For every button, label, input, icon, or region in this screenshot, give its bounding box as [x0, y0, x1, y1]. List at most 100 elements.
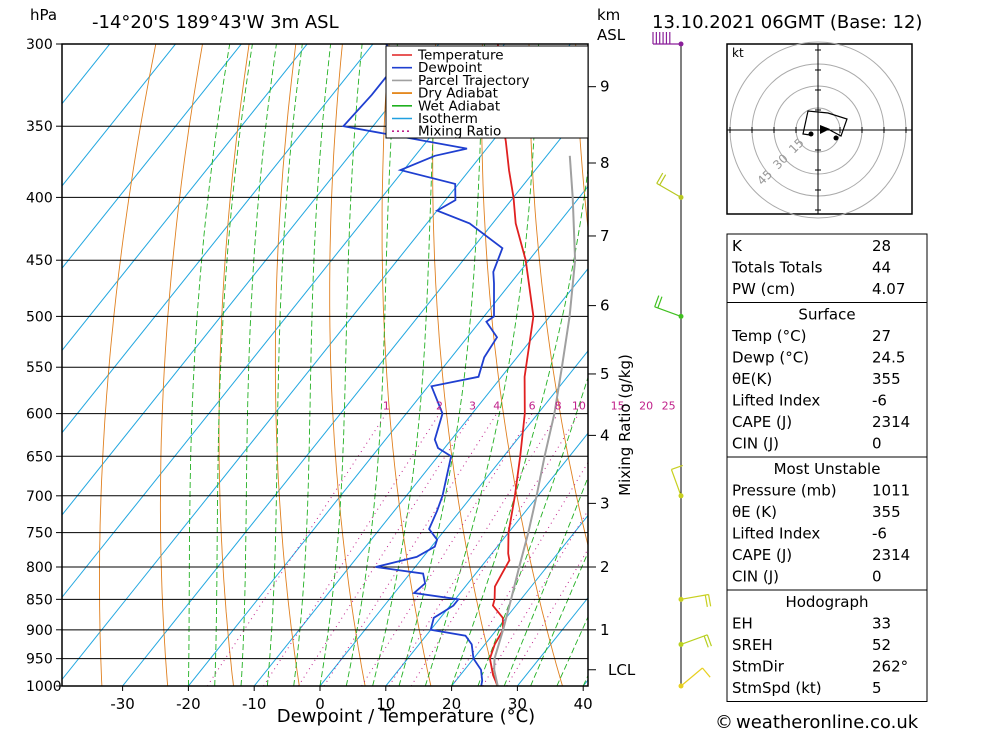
height-axis: 9 8 7 6 5 4 3 2 1 LCL	[588, 78, 636, 679]
table-row-value: 27	[872, 327, 891, 345]
wet-adiabat-line	[530, 551, 588, 686]
isotherm-line	[62, 44, 374, 434]
y-tick-label: 900	[26, 623, 53, 639]
wind-barb	[678, 593, 712, 607]
y-tick-label: 800	[26, 560, 53, 576]
table-row-value: -6	[872, 525, 887, 543]
table-row-value: 33	[872, 615, 891, 633]
wet-adiabat-line	[187, 44, 231, 686]
y-tick-label: 700	[26, 489, 53, 505]
site-credit: weatheronline.co.uk	[736, 712, 919, 733]
wet-adiabat-line	[372, 44, 439, 686]
legend-label: Dewpoint	[418, 60, 482, 76]
table-row-value: 24.5	[872, 349, 905, 367]
y-tick-label: 850	[26, 592, 53, 608]
dry-adiabat-line	[99, 44, 157, 686]
km-label: km	[597, 6, 620, 24]
legend-box	[385, 45, 589, 139]
mixing-ratio-label: 2	[436, 400, 443, 413]
x-tick-label: 20	[442, 695, 461, 713]
y-tick-label: 1000	[26, 679, 62, 695]
dry-adiabat-line	[218, 44, 250, 686]
isotherm-line	[0, 7, 8, 712]
table-row-value: 2314	[872, 413, 910, 431]
hpa-label: hPa	[30, 6, 57, 24]
mixing-ratio-line	[388, 413, 559, 686]
table-row-value: 28	[872, 237, 891, 255]
hodograph-unit-label: kt	[732, 46, 744, 60]
table-row-value: -6	[872, 392, 887, 410]
sounding-profiles	[341, 44, 577, 686]
table-row-label: Lifted Index	[732, 525, 820, 543]
wind-barb-dot	[678, 313, 684, 319]
dry-adiabat-line	[575, 44, 588, 232]
mixing-ratio-line	[263, 413, 440, 686]
legend-label: Dry Adiabat	[418, 86, 498, 102]
y-tick-label: 500	[26, 309, 53, 325]
dry-adiabat-line	[274, 44, 300, 686]
wind-barb	[652, 32, 684, 47]
km-tick-label: 9	[600, 78, 610, 96]
wet-adiabat-line	[424, 44, 540, 686]
table-row-label: Pressure (mb)	[732, 482, 837, 500]
y-tick-label: 550	[26, 360, 53, 376]
legend-label: Temperature	[417, 48, 504, 64]
legend-label: Mixing Ratio	[418, 124, 501, 140]
hodograph-marker	[833, 135, 839, 141]
km-tick-label: 8	[600, 154, 610, 172]
dry-adiabat-line	[329, 44, 366, 686]
isotherm-line	[62, 44, 440, 516]
mixing-ratio-axis-label: Mixing Ratio (g/kg)	[616, 354, 634, 496]
dry-adiabat-line	[987, 7, 1000, 712]
mixing-ratio-label: 6	[529, 400, 536, 413]
datetime-title: 13.10.2021 06GMT (Base: 12)	[652, 12, 922, 33]
wind-barb-dot	[678, 493, 684, 499]
table-row-label: StmSpd (kt)	[732, 679, 822, 697]
wind-barb-dot	[678, 641, 684, 647]
wind-barb	[670, 464, 684, 499]
wind-barb-dot	[678, 194, 684, 200]
wet-adiabat-line	[345, 44, 398, 686]
table-row-label: StmDir	[732, 658, 785, 676]
table-row-value: 2314	[872, 546, 910, 564]
pressure-axis: 300 350 400 450 500 550 600 650 700 750 800 850 900 9…	[26, 37, 62, 695]
table-row-value: 355	[872, 503, 901, 521]
x-axis-label: Dewpoint / Temperature (°C)	[277, 706, 535, 727]
table-row-label: PW (cm)	[732, 280, 795, 298]
dry-adiabat-line	[528, 44, 588, 548]
mixing-ratio-label: 1	[383, 400, 390, 413]
x-tick-label: 0	[315, 695, 325, 713]
hodograph-table-box	[726, 589, 928, 702]
wind-barb	[654, 295, 684, 319]
mixing-ratio-labels: 1 2 3 4 6 8 10 15 20 25	[383, 400, 676, 413]
wet-adiabat-line	[266, 44, 303, 686]
table-row-label: Lifted Index	[732, 392, 820, 410]
isotherm-line	[253, 267, 588, 686]
dry-adiabat-line	[381, 44, 432, 686]
table-row-label: θE(K)	[732, 370, 772, 388]
km-tick-label: 2	[600, 558, 610, 576]
legend-label: Wet Adiabat	[418, 98, 500, 114]
km-tick-label: LCL	[608, 661, 636, 679]
x-tick-label: -30	[110, 695, 135, 713]
x-tick-label: 10	[376, 695, 395, 713]
table-row-label: Totals Totals	[731, 259, 823, 277]
wind-barb-dot	[678, 683, 684, 689]
hodograph-marker	[808, 131, 814, 137]
table-row-label: SREH	[732, 636, 773, 654]
table-title: Surface	[798, 306, 855, 324]
km-tick-label: 7	[600, 227, 610, 245]
wet-adiabat-line	[503, 476, 588, 686]
dry-adiabat-line	[159, 44, 203, 686]
plot-frame	[61, 43, 589, 687]
isotherm-line	[62, 44, 177, 187]
table-row-value: 4.07	[872, 280, 905, 298]
storm-motion-icon	[820, 125, 830, 134]
table-row-label: K	[732, 237, 743, 255]
legend-label: Parcel Trajectory	[418, 73, 530, 89]
table-row-value: 0	[872, 568, 882, 586]
wet-adiabat-line	[293, 44, 332, 686]
